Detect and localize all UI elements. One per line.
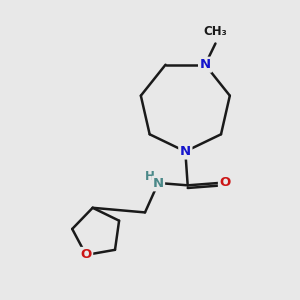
Text: CH₃: CH₃ [204,25,227,38]
Text: O: O [220,176,231,190]
Text: N: N [200,58,211,71]
Text: N: N [180,145,191,158]
Text: N: N [153,177,164,190]
Text: O: O [80,248,92,261]
Text: H: H [145,170,155,183]
